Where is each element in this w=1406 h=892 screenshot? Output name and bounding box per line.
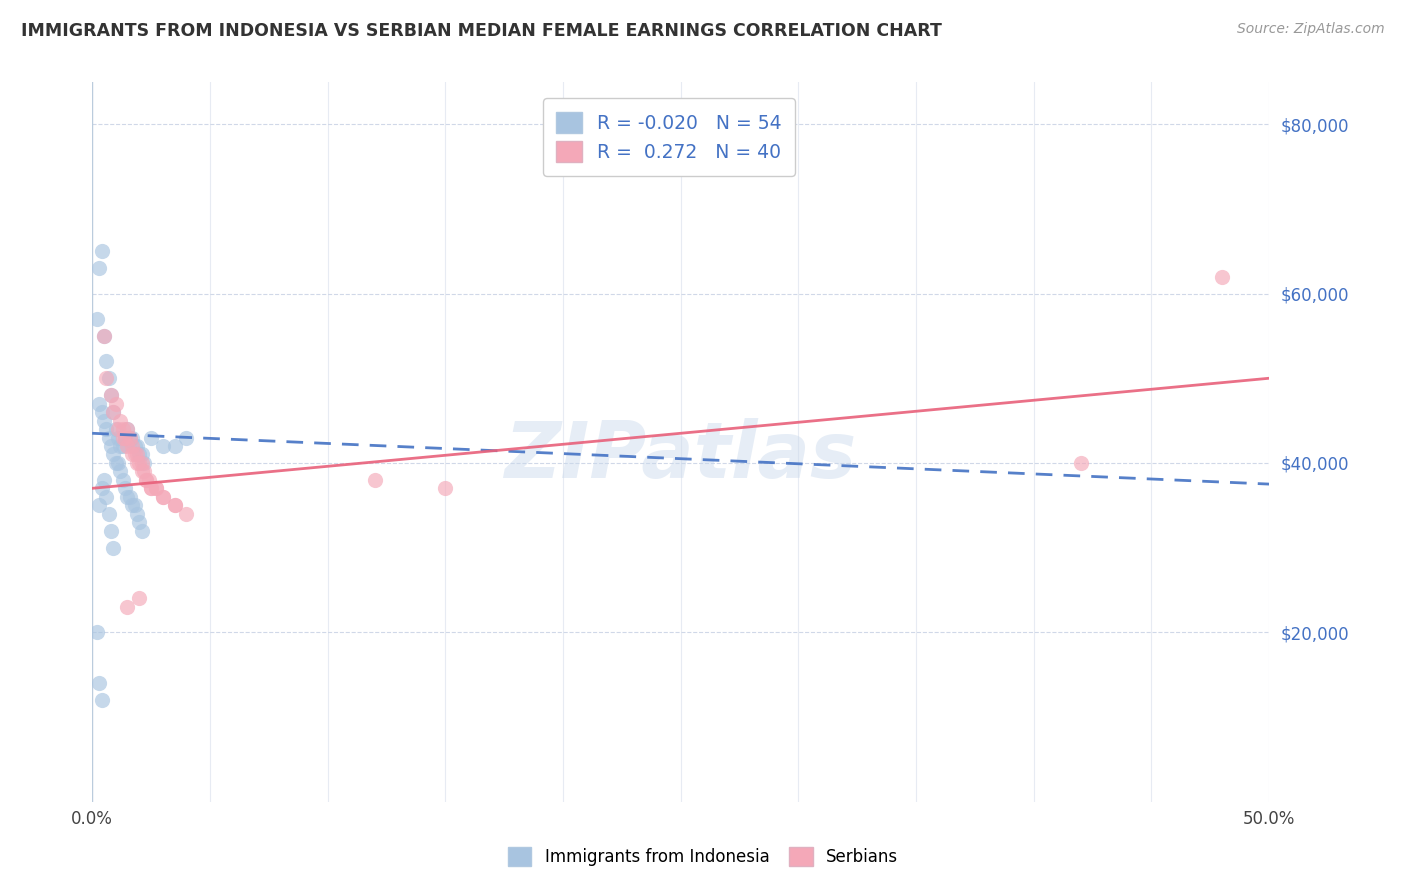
Point: [89, 397, 111, 411]
Point: [103, 541, 125, 555]
Point: [100, 439, 122, 453]
Point: [128, 456, 150, 470]
Point: [132, 456, 155, 470]
Point: [125, 456, 148, 470]
Point: [121, 447, 143, 461]
Point: [100, 388, 122, 402]
Point: [152, 490, 174, 504]
Point: [89, 261, 111, 276]
Point: [118, 430, 141, 444]
Point: [97, 371, 120, 385]
Legend: R = -0.020   N = 54, R =  0.272   N = 40: R = -0.020 N = 54, R = 0.272 N = 40: [543, 98, 794, 176]
Point: [111, 439, 134, 453]
Point: [145, 481, 167, 495]
Point: [121, 498, 143, 512]
Point: [139, 481, 162, 495]
Point: [110, 439, 132, 453]
Point: [110, 414, 132, 428]
Point: [138, 473, 160, 487]
Point: [114, 481, 136, 495]
Point: [131, 447, 153, 461]
Point: [118, 430, 141, 444]
Point: [135, 473, 157, 487]
Point: [90, 405, 112, 419]
Point: [114, 430, 136, 444]
Point: [97, 430, 120, 444]
Point: [97, 507, 120, 521]
Point: [145, 481, 167, 495]
Point: [93, 414, 115, 428]
Point: [93, 473, 115, 487]
Point: [96, 354, 118, 368]
Point: [124, 439, 146, 453]
Point: [176, 507, 198, 521]
Point: [139, 430, 162, 444]
Point: [107, 430, 129, 444]
Point: [111, 473, 134, 487]
Point: [104, 456, 127, 470]
Point: [131, 464, 153, 478]
Point: [114, 430, 136, 444]
Point: [1070, 456, 1092, 470]
Point: [104, 397, 127, 411]
Point: [152, 439, 174, 453]
Point: [107, 422, 129, 436]
Point: [163, 439, 186, 453]
Point: [117, 422, 139, 436]
Point: [96, 490, 118, 504]
Point: [363, 473, 385, 487]
Point: [128, 591, 150, 606]
Point: [86, 312, 108, 326]
Point: [111, 422, 134, 436]
Point: [125, 507, 148, 521]
Point: [163, 498, 186, 512]
Point: [90, 244, 112, 259]
Point: [135, 473, 157, 487]
Point: [434, 481, 457, 495]
Point: [124, 447, 146, 461]
Point: [89, 498, 111, 512]
Point: [90, 481, 112, 495]
Point: [117, 490, 139, 504]
Point: [96, 371, 118, 385]
Point: [110, 464, 132, 478]
Point: [90, 693, 112, 707]
Point: [121, 430, 143, 444]
Text: Source: ZipAtlas.com: Source: ZipAtlas.com: [1237, 22, 1385, 37]
Point: [107, 456, 129, 470]
Point: [96, 422, 118, 436]
Point: [117, 439, 139, 453]
Point: [176, 430, 198, 444]
Point: [131, 456, 153, 470]
Point: [118, 490, 141, 504]
Point: [111, 430, 134, 444]
Point: [163, 498, 186, 512]
Text: IMMIGRANTS FROM INDONESIA VS SERBIAN MEDIAN FEMALE EARNINGS CORRELATION CHART: IMMIGRANTS FROM INDONESIA VS SERBIAN MED…: [21, 22, 942, 40]
Point: [128, 447, 150, 461]
Point: [103, 447, 125, 461]
Text: ZIPatlas: ZIPatlas: [505, 418, 856, 494]
Point: [100, 524, 122, 538]
Point: [1211, 269, 1233, 284]
Point: [100, 388, 122, 402]
Point: [103, 405, 125, 419]
Point: [117, 599, 139, 614]
Point: [103, 405, 125, 419]
Point: [124, 498, 146, 512]
Point: [125, 439, 148, 453]
Point: [131, 524, 153, 538]
Point: [121, 439, 143, 453]
Point: [125, 447, 148, 461]
Legend: Immigrants from Indonesia, Serbians: Immigrants from Indonesia, Serbians: [501, 840, 905, 873]
Point: [132, 464, 155, 478]
Point: [117, 422, 139, 436]
Point: [152, 490, 174, 504]
Point: [93, 329, 115, 343]
Point: [128, 515, 150, 529]
Point: [104, 422, 127, 436]
Point: [89, 676, 111, 690]
Point: [139, 481, 162, 495]
Point: [93, 329, 115, 343]
Point: [86, 625, 108, 640]
